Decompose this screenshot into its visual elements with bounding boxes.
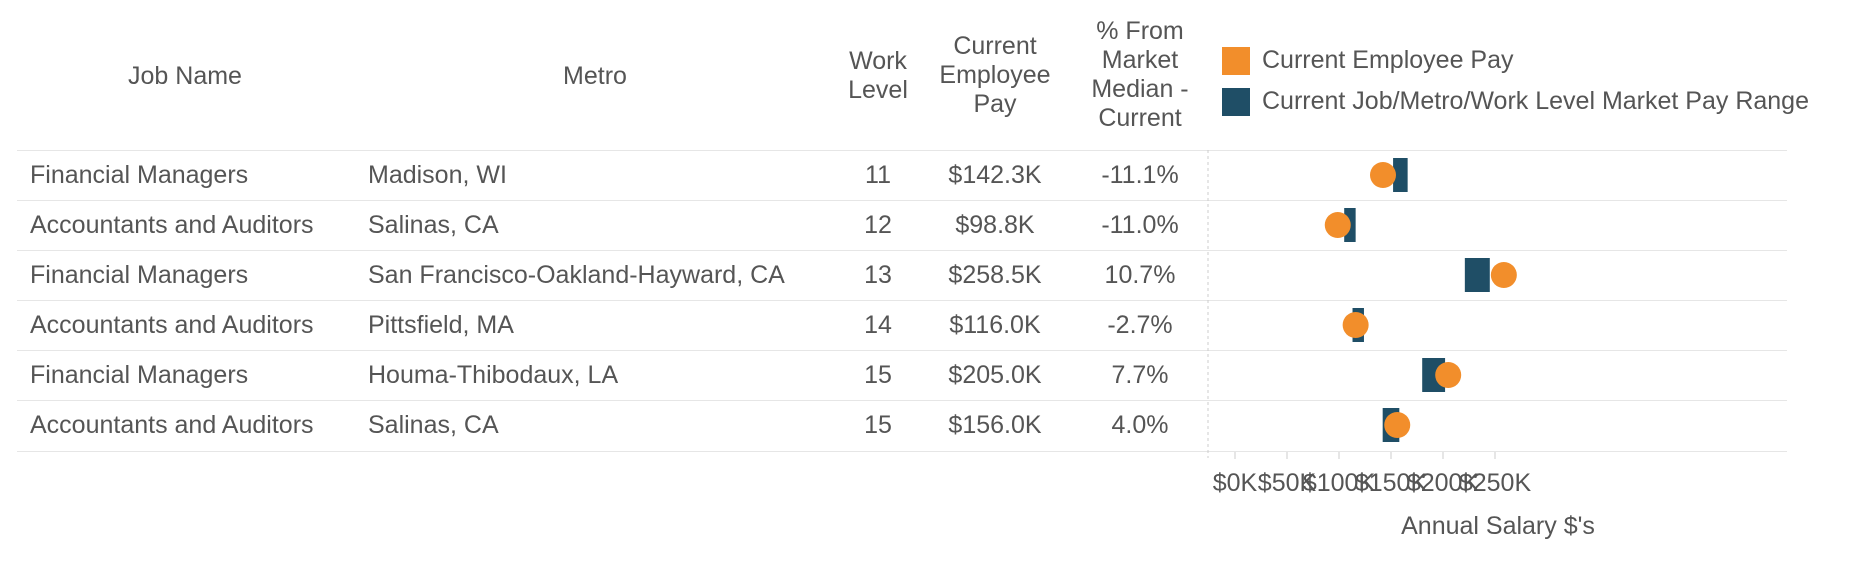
- legend-swatch-employee-pay: [1222, 46, 1250, 75]
- employee-pay-point: [1490, 262, 1517, 288]
- row-0-pay: $142.3K: [948, 161, 1042, 189]
- row-1-pay: $98.8K: [955, 211, 1035, 239]
- row-4-level: 15: [864, 361, 892, 389]
- row-2-pct: 10.7%: [1104, 261, 1176, 289]
- row-divider: [17, 350, 1787, 351]
- row-3-pay: $116.0K: [949, 311, 1041, 339]
- row-3-job: Accountants and Auditors: [30, 311, 314, 339]
- row-4-metro: Houma-Thibodaux, LA: [368, 361, 619, 389]
- row-2-level: 13: [864, 261, 892, 289]
- row-divider: [17, 250, 1787, 251]
- header-job-name: Job Name: [128, 62, 242, 90]
- row-3-metro: Pittsfield, MA: [368, 311, 514, 339]
- x-tick-label: $100K: [1303, 469, 1376, 497]
- market-range-bar: [1393, 158, 1408, 192]
- x-tick-label: $0K: [1213, 469, 1258, 497]
- legend-swatch-market-range: [1222, 87, 1250, 116]
- row-2-metro: San Francisco-Oakland-Hayward, CA: [368, 261, 785, 289]
- row-1-metro: Salinas, CA: [368, 211, 499, 239]
- legend-label-employee-pay: Current Employee Pay: [1262, 46, 1514, 74]
- header-metro: Metro: [563, 62, 627, 90]
- x-tick-label: $250K: [1459, 469, 1532, 497]
- row-1-pct: -11.0%: [1101, 211, 1179, 239]
- row-divider: [17, 300, 1787, 301]
- row-divider: [17, 200, 1787, 201]
- row-5-metro: Salinas, CA: [368, 411, 499, 439]
- row-5-pay: $156.0K: [948, 411, 1042, 439]
- row-3-level: 14: [864, 311, 892, 339]
- row-4-job: Financial Managers: [30, 361, 249, 389]
- row-0-job: Financial Managers: [30, 161, 249, 189]
- row-0-level: 11: [865, 161, 891, 189]
- row-0-metro: Madison, WI: [368, 161, 507, 189]
- x-axis-title: Annual Salary $'s: [1401, 512, 1595, 540]
- legend-employee-pay: Current Employee Pay: [1222, 46, 1514, 75]
- row-divider: [17, 451, 1787, 452]
- legend-market-range: Current Job/Metro/Work Level Market Pay …: [1222, 87, 1809, 116]
- row-1-job: Accountants and Auditors: [30, 211, 314, 239]
- header-work-level: Work Level: [848, 47, 908, 104]
- row-5-job: Accountants and Auditors: [30, 411, 314, 439]
- employee-pay-point: [1342, 312, 1369, 338]
- row-4-pct: 7.7%: [1111, 361, 1169, 389]
- row-0-pct: -11.1%: [1101, 161, 1179, 189]
- row-5-pct: 4.0%: [1111, 411, 1169, 439]
- employee-pay-point: [1324, 212, 1351, 238]
- employee-pay-point: [1384, 412, 1411, 438]
- employee-pay-point: [1369, 162, 1396, 188]
- row-4-pay: $205.0K: [948, 361, 1042, 389]
- row-divider: [17, 400, 1787, 401]
- row-3-pct: -2.7%: [1107, 311, 1173, 339]
- row-2-pay: $258.5K: [948, 261, 1042, 289]
- row-1-level: 12: [864, 211, 892, 239]
- employee-pay-point: [1435, 362, 1462, 388]
- market-range-bar: [1464, 258, 1490, 292]
- legend-label-market-range: Current Job/Metro/Work Level Market Pay …: [1262, 87, 1809, 115]
- row-5-level: 15: [864, 411, 892, 439]
- x-tick-label: $200K: [1407, 469, 1480, 497]
- row-2-job: Financial Managers: [30, 261, 249, 289]
- x-tick-label: $50K: [1258, 469, 1317, 497]
- x-tick-label: $150K: [1355, 469, 1428, 497]
- row-divider: [17, 150, 1787, 151]
- header-pct-from-median: % From Market Median - Current: [1091, 17, 1189, 132]
- header-current-pay: Current Employee Pay: [939, 32, 1051, 118]
